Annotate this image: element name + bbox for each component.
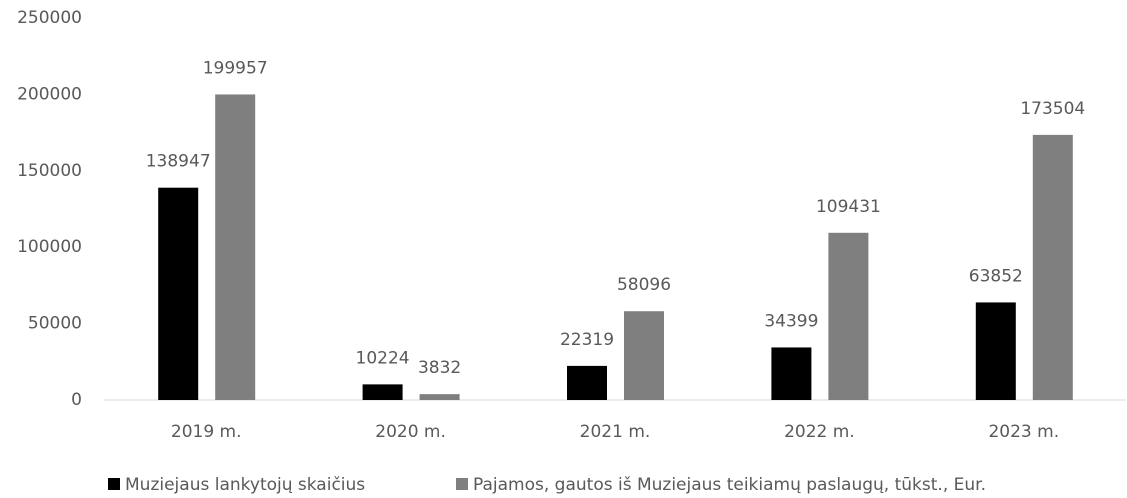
x-tick-label: 2019 m. <box>171 422 242 442</box>
bar <box>828 232 869 400</box>
bar <box>362 384 403 400</box>
x-tick-label: 2022 m. <box>784 422 855 442</box>
legend-swatch <box>456 478 468 490</box>
value-label: 173504 <box>1020 99 1085 119</box>
value-label: 10224 <box>356 348 410 368</box>
y-tick-label: 100000 <box>17 237 82 257</box>
legend-label: Pajamos, gautos iš Muziejaus teikiamų pa… <box>473 475 986 495</box>
legend-swatch <box>108 478 120 490</box>
y-tick-label: 150000 <box>17 161 82 181</box>
y-tick-label: 50000 <box>28 314 82 334</box>
value-label: 22319 <box>560 330 614 350</box>
value-label: 199957 <box>203 58 268 78</box>
bar <box>567 365 607 400</box>
x-tick-label: 2023 m. <box>988 422 1059 442</box>
y-tick-label: 250000 <box>17 8 82 28</box>
bar <box>419 394 460 400</box>
bar <box>975 302 1016 400</box>
bar <box>624 311 664 400</box>
bar <box>158 187 199 400</box>
value-label: 34399 <box>764 311 818 331</box>
bar <box>771 347 812 400</box>
x-tick-label: 2021 m. <box>580 422 651 442</box>
y-tick-label: 0 <box>71 390 82 410</box>
value-label: 58096 <box>617 275 671 295</box>
bar <box>215 94 256 401</box>
legend-label: Muziejaus lankytojų skaičius <box>125 475 365 495</box>
x-tick-label: 2020 m. <box>375 422 446 442</box>
value-label: 109431 <box>816 197 881 217</box>
value-label: 138947 <box>146 152 211 172</box>
bar <box>1032 134 1073 400</box>
value-label: 63852 <box>969 266 1023 286</box>
y-tick-label: 200000 <box>17 84 82 104</box>
value-label: 3832 <box>418 358 461 378</box>
